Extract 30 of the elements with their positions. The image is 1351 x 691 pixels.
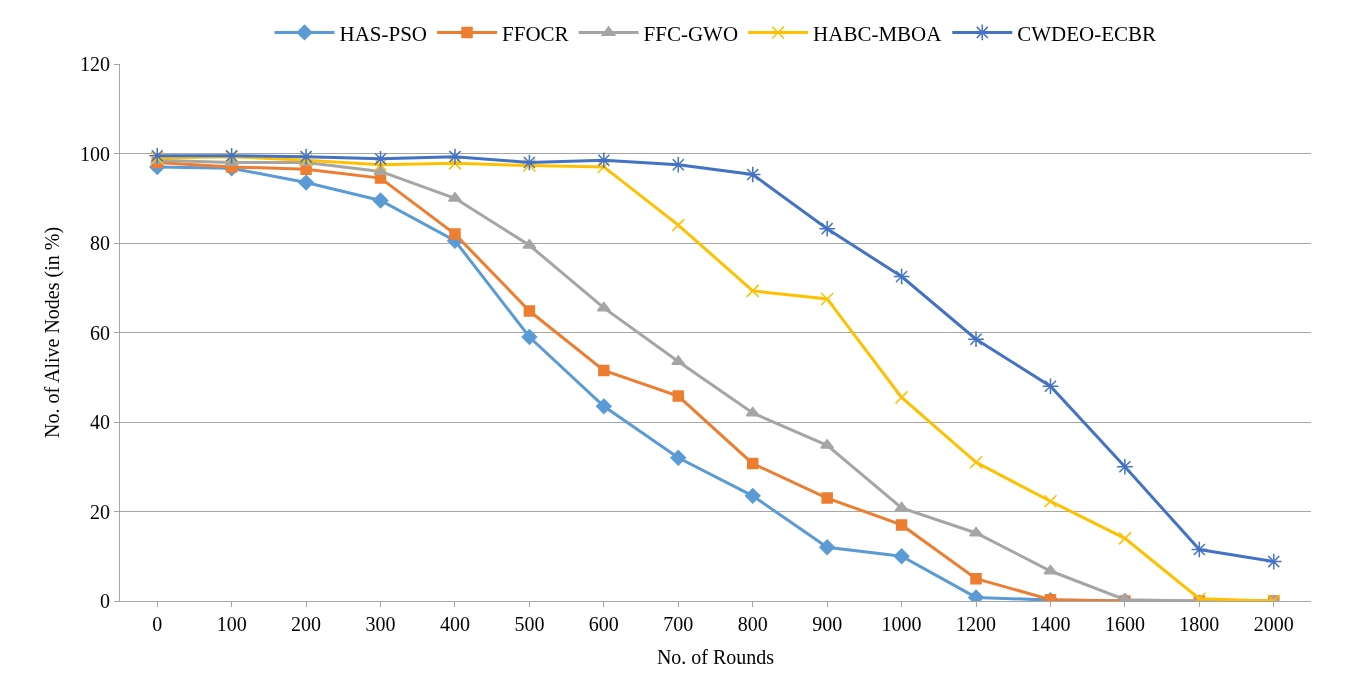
x-tick-label: 1600 [1104, 613, 1145, 635]
y-tick-label: 80 [90, 232, 110, 254]
y-tick-label: 40 [90, 411, 110, 433]
y-axis-title: No. of Alive Nodes (in %) [40, 226, 64, 439]
y-tick-label: 100 [80, 142, 110, 165]
x-axis-title: No. of Rounds [656, 645, 775, 668]
legend-label: CWDEO-ECBR [1017, 21, 1157, 46]
legend-label: HAS-PSO [339, 21, 428, 46]
x-tick-label: 1400 [1030, 613, 1071, 635]
x-tick-label: 800 [737, 613, 768, 635]
x-tick-label: 1000 [881, 613, 922, 635]
y-tick-label: 20 [90, 500, 110, 523]
x-tick-label: 0 [152, 613, 163, 635]
legend-label: FFOCR [502, 21, 569, 46]
x-tick-label: 100 [216, 613, 247, 635]
x-tick-label: 1200 [956, 613, 997, 635]
legend-label: FFC-GWO [643, 21, 739, 46]
legend-label: HABC-MBOA [813, 21, 943, 46]
x-tick-label: 900 [812, 613, 843, 635]
y-tick-label: 0 [100, 590, 110, 612]
y-tick-label: 60 [90, 321, 110, 344]
x-tick-label: 700 [663, 613, 694, 635]
x-tick-label: 500 [514, 613, 545, 635]
x-tick-label: 200 [291, 613, 322, 635]
x-tick-label: 1800 [1179, 613, 1220, 635]
y-tick-label: 120 [80, 53, 110, 75]
x-tick-label: 300 [365, 613, 396, 635]
x-tick-label: 2000 [1253, 613, 1294, 635]
x-tick-label: 600 [588, 613, 619, 635]
x-tick-label: 400 [439, 613, 470, 635]
